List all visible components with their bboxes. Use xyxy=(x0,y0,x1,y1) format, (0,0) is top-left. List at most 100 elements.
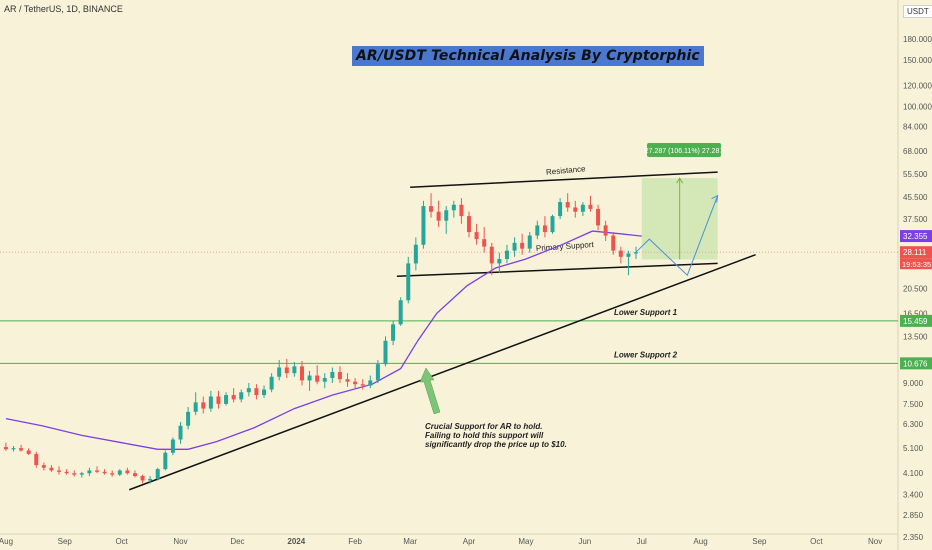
candle-body xyxy=(315,375,320,382)
candle-body xyxy=(3,447,8,450)
candle-body xyxy=(504,250,509,259)
candle-body xyxy=(634,252,639,254)
y-tick-label: 5.100 xyxy=(903,444,924,453)
candle-body xyxy=(489,246,494,264)
candle-body xyxy=(239,392,244,400)
candle-body xyxy=(550,216,555,233)
y-tick-label: 55.500 xyxy=(903,170,928,179)
candle-body xyxy=(79,473,84,475)
candle-body xyxy=(345,379,350,382)
candle-body xyxy=(527,235,532,249)
candle-body xyxy=(330,372,335,378)
candle-body xyxy=(611,235,616,251)
price-label-box xyxy=(900,246,932,259)
trendline xyxy=(129,254,756,491)
x-tick-label: 2024 xyxy=(287,537,305,546)
symbol-info[interactable]: AR / TetherUS, 1D, BINANCE xyxy=(4,4,123,14)
y-tick-label: 100.000 xyxy=(903,103,932,112)
candle-body xyxy=(170,439,175,453)
x-tick-label: Dec xyxy=(230,537,244,546)
candle-body xyxy=(246,388,251,393)
candle-body xyxy=(193,402,198,412)
candle-body xyxy=(398,300,403,325)
candle-body xyxy=(117,470,122,475)
resistance-label: Resistance xyxy=(546,164,587,176)
annotation-text: significantly drop the price up to $10. xyxy=(425,440,567,449)
candle-body xyxy=(482,239,487,247)
x-tick-label: Nov xyxy=(868,537,882,546)
candle-body xyxy=(512,242,517,251)
y-tick-label: 16.500 xyxy=(903,309,928,318)
candle-body xyxy=(110,473,115,475)
support-level-label: Lower Support 1 xyxy=(614,308,678,317)
y-tick-label: 150.000 xyxy=(903,56,932,65)
candle-body xyxy=(102,471,107,474)
candle-body xyxy=(57,470,62,472)
x-tick-label: Jul xyxy=(637,537,647,546)
y-tick-label: 2.850 xyxy=(903,511,924,520)
countdown-label: 19:53:35 xyxy=(902,260,931,269)
y-tick-label: 4.100 xyxy=(903,469,924,478)
y-tick-label: 2.350 xyxy=(903,533,924,542)
candle-body xyxy=(618,250,623,257)
candle-body xyxy=(565,202,570,208)
candle-body xyxy=(26,450,31,454)
price-label-box xyxy=(900,314,932,327)
y-tick-label: 6.300 xyxy=(903,420,924,429)
candle-body xyxy=(368,380,373,386)
candle-body xyxy=(451,204,456,211)
candle-body xyxy=(360,384,365,386)
candle-body xyxy=(11,448,16,450)
candle-body xyxy=(140,476,145,481)
x-tick-label: May xyxy=(518,537,533,546)
candle-body xyxy=(49,467,54,471)
y-tick-label: 13.500 xyxy=(903,332,928,341)
x-tick-label: Feb xyxy=(348,537,362,546)
candle-body xyxy=(231,395,236,400)
candle-body xyxy=(284,367,289,374)
candle-body xyxy=(254,388,259,396)
price-label: 28.111 xyxy=(903,248,927,257)
candle-body xyxy=(436,211,441,221)
target-arrowhead xyxy=(676,177,684,184)
candle-body xyxy=(497,258,502,264)
candle-body xyxy=(277,367,282,377)
trendline xyxy=(396,262,718,277)
candle-body xyxy=(186,411,191,426)
candle-body xyxy=(72,473,77,475)
x-tick-label: Aug xyxy=(0,537,13,546)
candle-body xyxy=(406,263,411,301)
candle-body xyxy=(95,470,99,472)
candle-body xyxy=(383,340,388,365)
currency-label[interactable]: USDT xyxy=(903,5,932,18)
candle-body xyxy=(216,396,221,404)
candle-body xyxy=(148,478,153,481)
candle-body xyxy=(299,366,304,381)
price-label: 15.459 xyxy=(903,317,928,326)
candle-body xyxy=(307,375,312,381)
candle-body xyxy=(337,372,342,380)
candle-body xyxy=(41,465,46,468)
y-tick-label: 45.500 xyxy=(903,193,928,202)
price-label: 32.355 xyxy=(903,232,928,241)
candle-body xyxy=(132,473,137,477)
candle-body xyxy=(178,425,183,440)
projection-arrowhead xyxy=(711,194,719,203)
x-tick-label: Jun xyxy=(578,537,591,546)
support-level-label: Lower Support 2 xyxy=(614,350,678,359)
candle-body xyxy=(558,202,563,217)
candle-body xyxy=(19,448,24,451)
y-tick-label: 120.000 xyxy=(903,82,932,91)
chart-title: AR/USDT Technical Analysis By Cryptorphi… xyxy=(352,46,704,66)
price-label-box xyxy=(900,357,932,370)
candle-body xyxy=(429,206,434,212)
y-tick-label: 68.000 xyxy=(903,147,928,156)
candle-body xyxy=(459,204,464,217)
candle-body xyxy=(269,376,274,390)
y-tick-label: 9.000 xyxy=(903,379,924,388)
target-label-box xyxy=(647,143,721,157)
candle-body xyxy=(155,469,160,479)
support-arrow xyxy=(419,367,441,415)
